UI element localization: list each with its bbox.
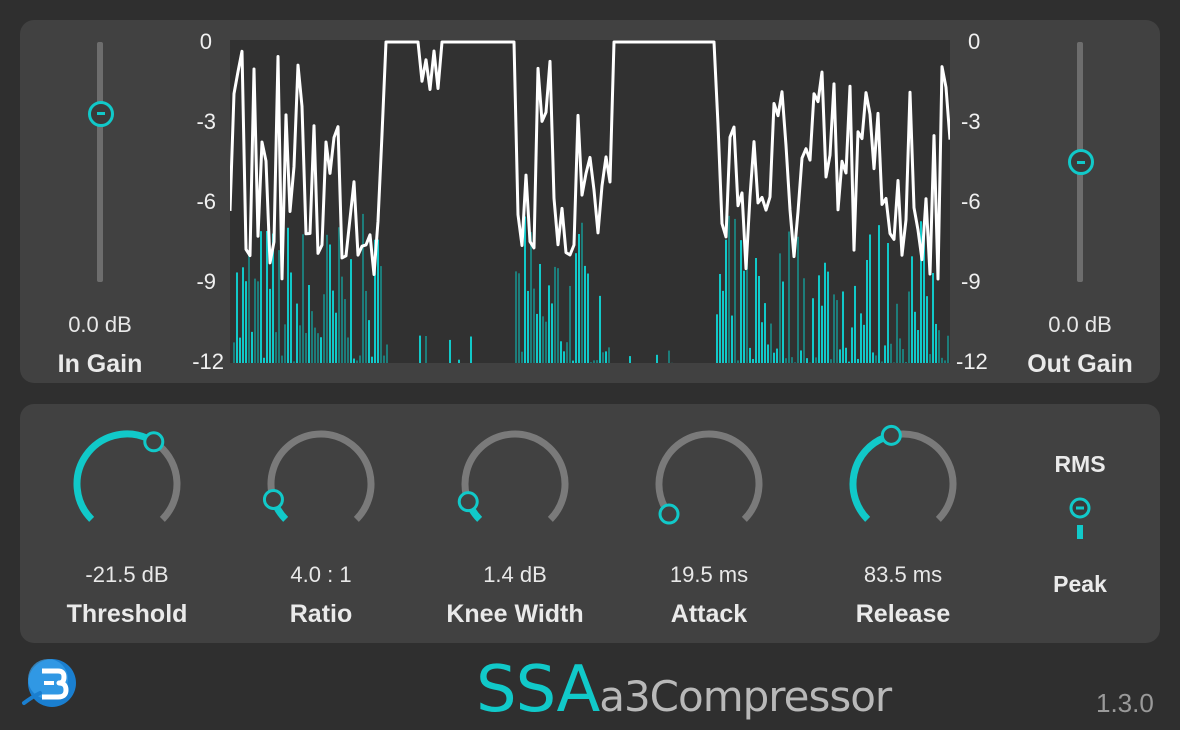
right-tick-1: -3	[961, 109, 981, 134]
release-knob[interactable]	[838, 422, 968, 542]
knob-handle	[658, 503, 680, 525]
in-gain-slider[interactable]	[80, 42, 120, 292]
gain-reduction-plot	[228, 40, 952, 363]
threshold-value: -21.5 dB	[85, 562, 169, 587]
ratio-label: Ratio	[289, 600, 353, 628]
left-tick-3: -9	[196, 269, 216, 294]
knob-track-arc	[897, 430, 957, 522]
knob-handle	[143, 431, 165, 453]
left-tick-2: -6	[196, 189, 216, 214]
left-tick-1: -3	[196, 109, 216, 134]
gain-reduction-curve	[228, 40, 952, 281]
knob-value-arc	[849, 434, 887, 522]
release-value: 83.5 ms	[863, 562, 943, 587]
in-gain-label: In Gain	[57, 350, 143, 378]
app-title-prefix: SSA	[476, 653, 600, 727]
knee-width-label: Knee Width	[446, 600, 584, 628]
version-label: 1.3.0	[1096, 688, 1154, 718]
signal-level-bars	[230, 213, 949, 363]
attack-knob[interactable]	[644, 422, 774, 542]
attack-value: 19.5 ms	[669, 562, 749, 587]
knob-track-arc	[655, 430, 763, 522]
right-tick-4: -12	[956, 349, 988, 374]
peak-option-label[interactable]: Peak	[1053, 571, 1107, 597]
in-gain-value: 0.0 dB	[68, 312, 132, 337]
knee-width-knob[interactable]	[450, 422, 580, 542]
out-gain-thumb[interactable]	[1068, 149, 1094, 175]
out-gain-value: 0.0 dB	[1048, 312, 1112, 337]
knee-width-value: 1.4 dB	[483, 562, 547, 587]
threshold-label: Threshold	[66, 600, 188, 628]
in-gain-thumb[interactable]	[88, 100, 114, 127]
knob-handle	[457, 491, 479, 513]
ratio-value: 4.0 : 1	[290, 562, 352, 587]
right-tick-3: -9	[961, 269, 981, 294]
app-title-suffix: a3Compressor	[599, 672, 892, 721]
detection-mode-switch[interactable]	[1064, 494, 1096, 544]
knob-handle	[880, 424, 902, 446]
app-title: SSAa3Compressor	[476, 652, 892, 727]
knob-track-arc	[267, 430, 375, 522]
gain-reduction-graph	[228, 40, 952, 363]
in-gain-track[interactable]	[97, 42, 103, 282]
release-label: Release	[855, 600, 951, 628]
threshold-knob[interactable]	[62, 422, 192, 542]
knob-track-arc	[157, 443, 181, 522]
ratio-knob[interactable]	[256, 422, 386, 542]
knob-handle	[262, 488, 284, 510]
rms-option-label[interactable]: RMS	[1054, 451, 1106, 477]
left-tick-4: -12	[192, 349, 224, 374]
right-tick-0: 0	[968, 29, 981, 54]
blue-3-logo-icon	[18, 657, 82, 713]
left-tick-0: 0	[199, 29, 212, 54]
right-tick-2: -6	[961, 189, 981, 214]
knob-track-arc	[461, 430, 569, 522]
controls-panel	[20, 404, 1160, 643]
out-gain-slider[interactable]	[1060, 42, 1100, 292]
out-gain-label: Out Gain	[1027, 350, 1133, 378]
knob-value-arc	[73, 430, 150, 522]
attack-label: Attack	[670, 600, 748, 628]
